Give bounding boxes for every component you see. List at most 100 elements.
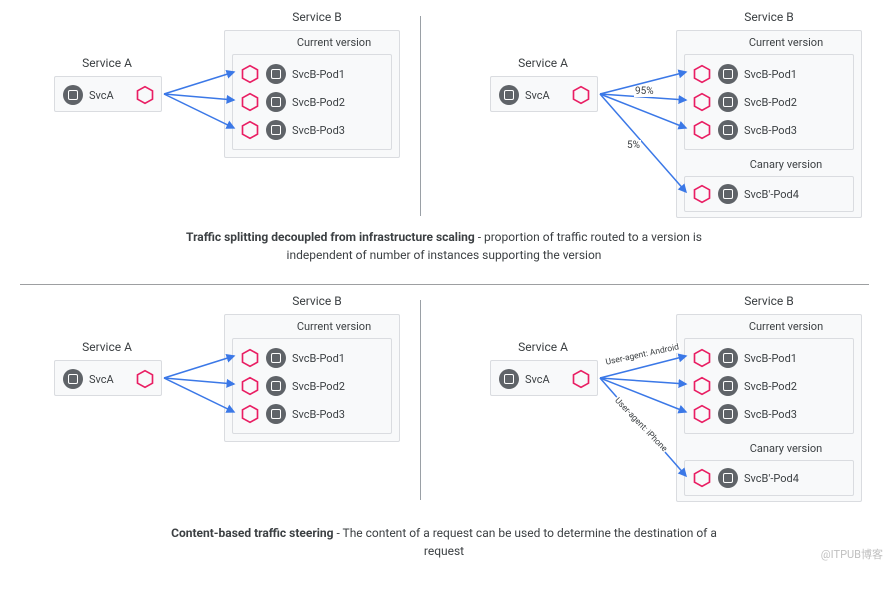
vertical-divider-2: [420, 300, 421, 500]
cube-icon: [499, 369, 519, 389]
pod-label: SvcB-Pod1: [292, 352, 345, 365]
caption-bold: Content-based traffic steering: [171, 526, 333, 540]
pod-label: SvcB-Pod3: [292, 408, 345, 421]
hexagon-icon: [135, 369, 155, 389]
ua-main: User-agent: Android: [604, 342, 681, 368]
section-traffic-splitting: Service A Service B SvcA Current version…: [0, 0, 889, 280]
svc-a-name: SvcA: [89, 373, 114, 386]
pod-label: SvcB-Pod3: [292, 124, 345, 137]
caption-1: Traffic splitting decoupled from infrast…: [164, 228, 724, 264]
hexagon-icon: [571, 369, 591, 389]
caption-bold: Traffic splitting decoupled from infrast…: [186, 230, 475, 244]
pod-label: SvcB-Pod2: [744, 380, 797, 393]
hexagon-icon: [692, 120, 712, 140]
cube-icon: [266, 92, 286, 112]
pod-row: SvcB-Pod2: [692, 90, 797, 114]
hexagon-icon: [692, 468, 712, 488]
vertical-divider-1: [420, 16, 421, 216]
pod-label: SvcB-Pod3: [744, 124, 797, 137]
svc-a-box: SvcA: [490, 76, 598, 112]
svc-a-row: SvcA: [63, 367, 114, 391]
pod-label: SvcB'-Pod4: [744, 188, 799, 201]
cube-icon: [718, 92, 738, 112]
pod-row: SvcB-Pod3: [692, 118, 797, 142]
svc-a-box: SvcA: [490, 360, 598, 396]
pod-label: SvcB-Pod1: [744, 352, 797, 365]
cube-icon: [718, 404, 738, 424]
hexagon-icon: [692, 376, 712, 396]
canary-version-label: Canary version: [736, 158, 836, 171]
cube-icon: [718, 348, 738, 368]
pod-label: SvcB-Pod2: [292, 380, 345, 393]
current-version-label: Current version: [284, 320, 384, 333]
cube-icon: [63, 85, 83, 105]
cube-icon: [266, 120, 286, 140]
svc-b-label: Service B: [282, 294, 352, 308]
current-version-label: Current version: [736, 320, 836, 333]
ua-canary: User-agent: iPhone: [612, 395, 670, 455]
svc-a-row: SvcA: [63, 83, 114, 107]
cube-icon: [266, 64, 286, 84]
hexagon-icon: [240, 376, 260, 396]
section-content-steering: Service A Service B SvcA Current version…: [0, 284, 889, 584]
svc-a-name: SvcA: [89, 89, 114, 102]
svc-b-label: Service B: [282, 10, 352, 24]
pod-row: SvcB-Pod1: [692, 346, 797, 370]
svc-a-label: Service A: [72, 56, 142, 70]
svc-a-label: Service A: [72, 340, 142, 354]
cube-icon: [718, 64, 738, 84]
hexagon-icon: [240, 348, 260, 368]
pod-label: SvcB-Pod3: [744, 408, 797, 421]
cube-icon: [266, 376, 286, 396]
pct-canary: 5%: [626, 140, 641, 151]
cube-icon: [718, 184, 738, 204]
svc-a-label: Service A: [508, 56, 578, 70]
pod-row: SvcB-Pod2: [692, 374, 797, 398]
svc-a-box: SvcA: [54, 76, 162, 112]
pod-label: SvcB-Pod2: [292, 96, 345, 109]
pod-label: SvcB-Pod1: [744, 68, 797, 81]
pod-row: SvcB-Pod3: [692, 402, 797, 426]
pod-row: SvcB-Pod2: [240, 374, 345, 398]
current-version-label: Current version: [736, 36, 836, 49]
hexagon-icon: [135, 85, 155, 105]
svc-b-label: Service B: [734, 10, 804, 24]
hexagon-icon: [240, 120, 260, 140]
pod-row: SvcB-Pod1: [692, 62, 797, 86]
watermark: @ITPUB博客: [821, 546, 883, 562]
svc-a-name: SvcA: [525, 373, 550, 386]
cube-icon: [718, 468, 738, 488]
cube-icon: [266, 348, 286, 368]
hexagon-icon: [240, 64, 260, 84]
pod-row: SvcB-Pod3: [240, 118, 345, 142]
pod-row: SvcB-Pod1: [240, 62, 345, 86]
cube-icon: [63, 369, 83, 389]
pod-label: SvcB-Pod2: [744, 96, 797, 109]
hexagon-icon: [571, 85, 591, 105]
hexagon-icon: [692, 348, 712, 368]
svc-a-box: SvcA: [54, 360, 162, 396]
svc-b-label: Service B: [734, 294, 804, 308]
pod-row: SvcB-Pod3: [240, 402, 345, 426]
pod-row: SvcB'-Pod4: [692, 182, 799, 206]
caption-rest: - The content of a request can be used t…: [334, 526, 717, 558]
caption-2: Content-based traffic steering - The con…: [164, 524, 724, 560]
hexagon-icon: [692, 64, 712, 84]
svc-a-row: SvcA: [499, 83, 550, 107]
svc-a-name: SvcA: [525, 89, 550, 102]
pod-label: SvcB-Pod1: [292, 68, 345, 81]
cube-icon: [718, 120, 738, 140]
pct-main: 95%: [634, 86, 655, 97]
pod-row: SvcB-Pod2: [240, 90, 345, 114]
hexagon-icon: [692, 184, 712, 204]
svc-a-label: Service A: [508, 340, 578, 354]
hexagon-icon: [240, 92, 260, 112]
current-version-label: Current version: [284, 36, 384, 49]
pod-row: SvcB-Pod1: [240, 346, 345, 370]
hexagon-icon: [692, 404, 712, 424]
hexagon-icon: [240, 404, 260, 424]
canary-version-label: Canary version: [736, 442, 836, 455]
pod-label: SvcB'-Pod4: [744, 472, 799, 485]
pod-row: SvcB'-Pod4: [692, 466, 799, 490]
cube-icon: [499, 85, 519, 105]
